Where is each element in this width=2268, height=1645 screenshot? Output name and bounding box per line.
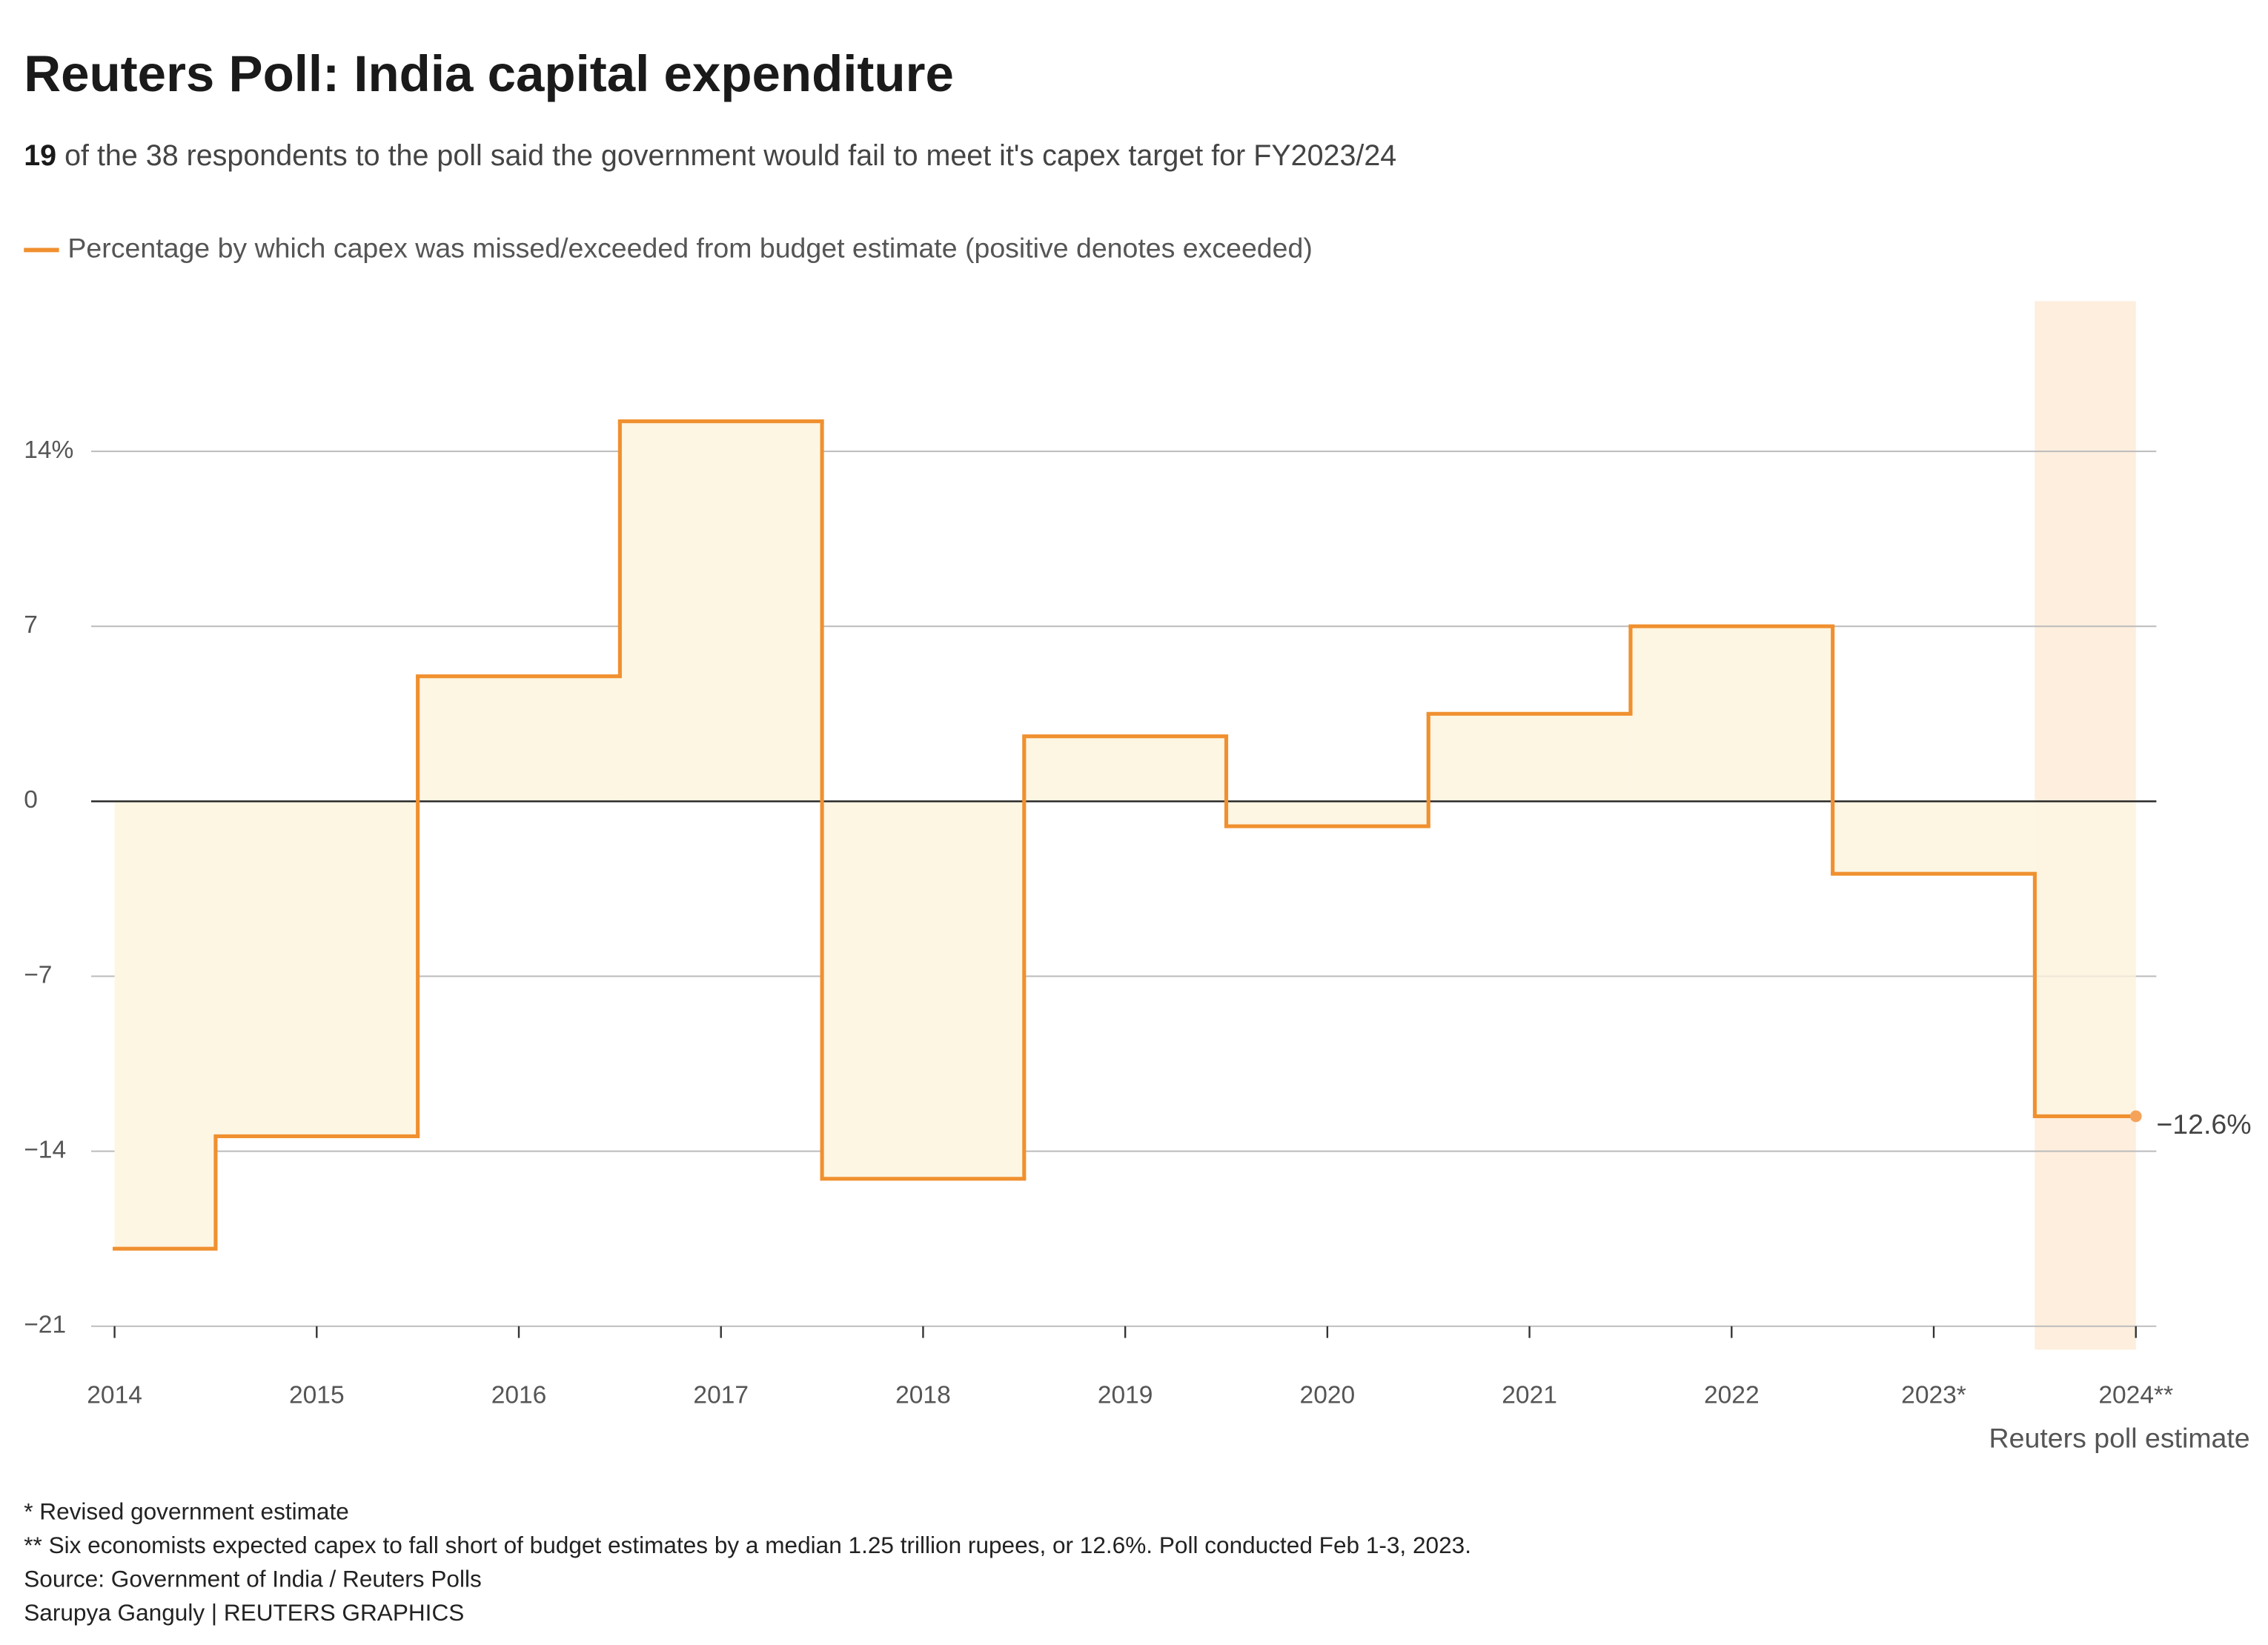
- footnote: Sarupya Ganguly | REUTERS GRAPHICS: [24, 1599, 464, 1626]
- x-tick-label: 2018: [895, 1381, 951, 1409]
- step-area: [1226, 801, 1429, 827]
- highlight-label: Reuters poll estimate: [1989, 1423, 2250, 1454]
- y-tick-label: 0: [24, 786, 38, 814]
- plot: −21 −14 −7 0 7 14% −12.6% 2014 2015 2016 2017 2018 2…: [24, 301, 2252, 1409]
- x-tick-label: 2015: [289, 1381, 345, 1409]
- step-area: [1428, 714, 1631, 802]
- y-tick-label: −7: [24, 961, 52, 988]
- footnote: * Revised government estimate: [24, 1498, 349, 1525]
- step-area: [620, 421, 823, 802]
- x-tick-label: 2020: [1300, 1381, 1356, 1409]
- end-dot: [2129, 1110, 2142, 1123]
- y-tick-label: −21: [24, 1312, 66, 1339]
- x-tick-label: 2022: [1704, 1381, 1760, 1409]
- step-area: [114, 801, 216, 1249]
- subtitle-bold: 19: [24, 140, 56, 173]
- step-area: [822, 801, 1024, 1179]
- step-area: [1832, 801, 2035, 874]
- step-riser: [213, 421, 2037, 1249]
- y-tick-label: 7: [24, 611, 38, 639]
- y-tick-label: −14: [24, 1137, 66, 1164]
- subtitle: 19 of the 38 respondents to the poll sai…: [24, 140, 1396, 173]
- x-tick-label: 2014: [87, 1381, 142, 1409]
- step-area: [1024, 736, 1227, 802]
- x-tick-label: 2016: [491, 1381, 547, 1409]
- footnote: Source: Government of India / Reuters Po…: [24, 1566, 482, 1592]
- step-area: [1630, 626, 1833, 802]
- value-label: −12.6%: [2156, 1109, 2251, 1140]
- step-area: [417, 676, 620, 802]
- x-tick-label: 2019: [1098, 1381, 1153, 1409]
- x-tick-label: 2021: [1502, 1381, 1557, 1409]
- footnote: ** Six economists expected capex to fall…: [24, 1532, 1471, 1558]
- step-area: [215, 801, 418, 1137]
- subtitle-text: of the 38 respondents to the poll said t…: [56, 140, 1396, 173]
- y-tick-label: 14%: [24, 436, 73, 464]
- x-tick-label: 2017: [693, 1381, 749, 1409]
- x-tick-label: 2024**: [2098, 1381, 2173, 1409]
- footnotes: * Revised government estimate ** Six econ…: [24, 1498, 1471, 1626]
- legend-label: Percentage by which capex was missed/exc…: [67, 232, 1312, 263]
- x-tick-label: 2023*: [1901, 1381, 1966, 1409]
- step-area: [2035, 801, 2136, 1117]
- chart-title: Reuters Poll: India capital expenditure: [24, 44, 954, 102]
